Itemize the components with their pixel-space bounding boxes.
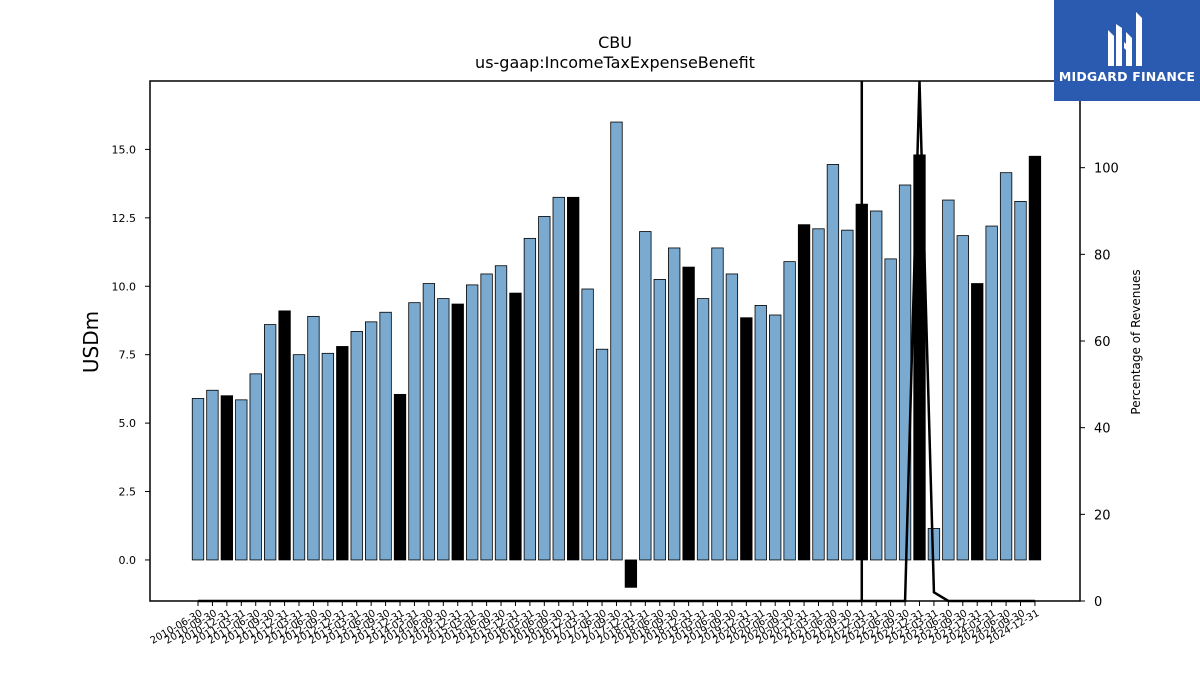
bar [379,311,392,561]
y2-tick-label: 20 [1094,508,1111,523]
bar [408,302,421,561]
chart-title: CBU [598,33,632,52]
bar [725,273,739,561]
bar [826,164,840,561]
bar [336,346,349,561]
bar [552,196,565,561]
bar [393,393,407,561]
bar [220,395,234,561]
bar [971,283,984,561]
bar [567,196,580,561]
bar [365,321,378,561]
y2-tick-label: 0 [1094,595,1102,610]
y-tick-label: 0.0 [119,554,137,567]
bar [711,247,724,561]
y2-axis-label: Percentage of Revenues [1129,269,1143,414]
bar [249,373,262,561]
bar [437,298,450,561]
y-axis-label: USDm [79,311,103,373]
bar [754,305,767,561]
y2-axis: 0 20 40 60 80 100 [1080,162,1119,610]
chart-subtitle: us-gaap:IncomeTaxExpenseBenefit [475,53,755,72]
logo: MIDGARD FINANCE [1054,0,1200,101]
bar [696,298,710,561]
bar [581,288,594,561]
bar [509,292,522,561]
bar [913,154,926,561]
bar [523,237,537,561]
bar [422,283,436,561]
x-axis: 2010-06-302010-09-302010-12-312011-03-31… [149,601,1041,647]
y-tick-label: 5.0 [119,417,137,430]
bar [639,231,652,561]
y-tick-label: 2.5 [119,486,137,499]
bar [769,314,782,561]
logo-text: MIDGARD FINANCE [1058,69,1196,84]
bar [191,398,205,561]
bar [466,284,479,561]
bar [942,199,955,561]
y2-tick-label: 60 [1094,335,1111,350]
bar [1014,201,1027,561]
bars-group [191,121,1042,588]
bar [538,216,551,561]
bar [653,279,666,561]
y-tick-label: 7.5 [119,349,137,362]
bar [740,317,753,561]
y2-tick-label: 100 [1094,162,1119,177]
bar [206,389,219,561]
bar [870,210,883,561]
bar [235,399,248,561]
bar [1028,155,1042,561]
bar [321,352,335,561]
bar [494,265,508,561]
bar [263,324,277,561]
bar [783,261,796,561]
y-tick-label: 12.5 [112,212,137,225]
bar [610,121,623,561]
bar [812,228,825,561]
y-axis: 0.0 2.5 5.0 7.5 10.0 12.5 15.0 [112,143,150,567]
bar [350,331,363,561]
bar [985,225,998,561]
bar [797,224,811,561]
bar [668,247,681,561]
bar [841,229,854,561]
bar [884,258,897,561]
bar [956,235,969,561]
bar [999,172,1013,561]
bar [624,559,638,588]
y2-tick-label: 40 [1094,422,1111,437]
bar [278,310,291,561]
y-tick-label: 10.0 [112,280,137,293]
bar [595,348,609,561]
bar [682,266,695,561]
bar [480,273,493,561]
bar [898,184,912,561]
plot-frame [149,80,1081,602]
bar [451,303,464,561]
midgard-logo-icon [1108,12,1142,66]
y2-tick-label: 80 [1094,248,1111,263]
bar [292,354,306,561]
bar [307,315,320,561]
y-tick-label: 15.0 [112,143,137,156]
